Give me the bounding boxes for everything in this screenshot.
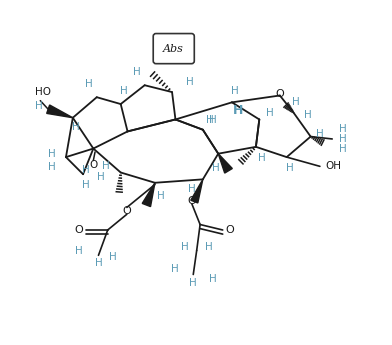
Text: H: H: [48, 149, 55, 159]
Text: H: H: [205, 242, 213, 252]
Text: O: O: [226, 225, 234, 235]
Text: H: H: [258, 153, 266, 163]
Text: Abs: Abs: [163, 43, 184, 53]
Text: H: H: [181, 242, 189, 252]
Text: H: H: [85, 79, 93, 89]
Text: H: H: [133, 67, 141, 77]
Text: H: H: [339, 144, 347, 154]
Text: H: H: [285, 163, 293, 173]
Text: H: H: [82, 180, 90, 190]
Text: H: H: [267, 108, 274, 118]
Text: H: H: [304, 110, 312, 120]
Text: H: H: [207, 115, 214, 125]
Text: H: H: [292, 97, 300, 107]
Text: H: H: [188, 184, 196, 194]
Text: H: H: [339, 134, 347, 144]
FancyBboxPatch shape: [153, 33, 194, 64]
Text: H: H: [232, 104, 243, 117]
Polygon shape: [191, 179, 203, 203]
Text: H: H: [171, 264, 179, 274]
Text: H: H: [120, 86, 127, 96]
Text: O: O: [89, 160, 98, 170]
Text: H: H: [209, 116, 216, 126]
Text: H: H: [339, 125, 347, 135]
Text: H: H: [189, 278, 197, 288]
Text: H: H: [82, 165, 90, 175]
Text: OH: OH: [325, 161, 341, 171]
Text: O: O: [74, 225, 83, 235]
Text: H: H: [73, 122, 80, 132]
Text: H: H: [97, 172, 105, 182]
Polygon shape: [47, 105, 73, 118]
Text: H: H: [35, 101, 43, 111]
Text: O: O: [122, 206, 131, 216]
Text: H: H: [109, 253, 117, 262]
Text: HO: HO: [35, 87, 51, 97]
Text: H: H: [75, 246, 83, 256]
Text: O: O: [276, 89, 284, 99]
Text: O: O: [187, 196, 196, 206]
Text: H: H: [316, 129, 324, 139]
Text: H: H: [48, 162, 55, 172]
Text: H: H: [94, 258, 102, 268]
Text: H: H: [212, 163, 220, 173]
Polygon shape: [218, 154, 232, 173]
Text: H: H: [157, 191, 165, 201]
Text: H: H: [209, 274, 216, 284]
Polygon shape: [142, 183, 155, 207]
Text: H: H: [231, 86, 239, 96]
Text: H: H: [102, 161, 110, 171]
Text: H: H: [186, 78, 194, 88]
